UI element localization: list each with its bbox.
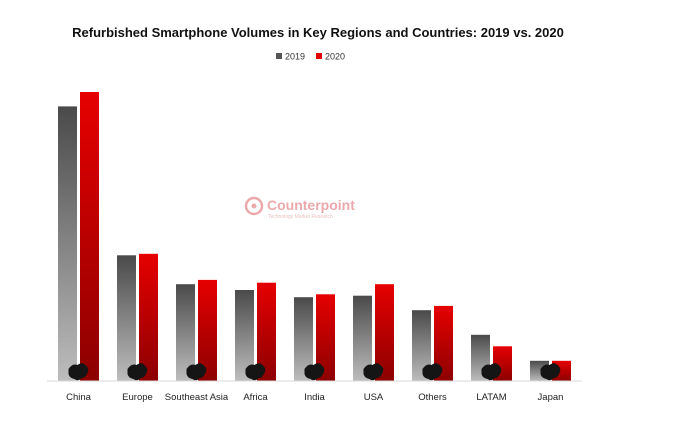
map-icon-china [68, 363, 89, 381]
category-label-latam: LATAM [476, 392, 506, 403]
map-icons-layer [68, 363, 561, 381]
map-icon-india [304, 363, 325, 381]
map-icon-usa [363, 363, 384, 381]
map-icon-others [422, 363, 443, 381]
map-icon-africa [245, 363, 266, 381]
map-icon-japan [540, 363, 561, 381]
map-icon-southeast-asia [186, 363, 207, 381]
category-label-southeast-asia: Southeast Asia [165, 392, 229, 403]
category-label-africa: Africa [243, 392, 268, 403]
legend: 2019 2020 [276, 52, 345, 62]
category-label-china: China [66, 392, 92, 403]
bar-2019-china [58, 106, 77, 382]
category-label-others: Others [418, 392, 447, 403]
bars-layer [58, 92, 571, 382]
legend-label-2019: 2019 [285, 52, 305, 62]
bar-2020-europe [139, 253, 158, 381]
legend-label-2020: 2020 [325, 52, 345, 62]
map-icon-europe [127, 363, 148, 381]
bar-2020-india [316, 294, 335, 381]
bar-2019-africa [235, 290, 254, 381]
bar-2020-africa [257, 282, 276, 381]
bar-2019-europe [117, 255, 136, 381]
bar-2019-usa [353, 295, 372, 381]
bar-2020-usa [375, 284, 394, 381]
category-label-usa: USA [364, 392, 384, 403]
bar-2019-india [294, 297, 313, 381]
legend-swatch-2020 [316, 53, 322, 59]
chart-title: Refurbished Smartphone Volumes in Key Re… [72, 25, 564, 40]
bar-2019-others [412, 310, 431, 381]
bar-2020-china [80, 92, 99, 381]
watermark-tagline: Technology Market Research [268, 214, 333, 220]
bar-2020-southeast-asia [198, 279, 217, 381]
counterpoint-logo-icon [244, 196, 264, 216]
category-labels: China Europe Southeast Asia Africa India USA O… [66, 392, 563, 403]
legend-swatch-2019 [276, 53, 282, 59]
counterpoint-watermark: Counterpoint Technology Market Research [244, 196, 355, 220]
counterpoint-logo-dot [251, 203, 257, 209]
category-label-japan: Japan [538, 392, 564, 403]
category-label-europe: Europe [122, 392, 153, 403]
watermark-brand: Counterpoint [267, 197, 355, 213]
bar-2020-others [434, 305, 453, 381]
bar-2019-southeast-asia [176, 284, 195, 381]
category-label-india: India [304, 392, 325, 403]
map-icon-latam [481, 363, 502, 381]
